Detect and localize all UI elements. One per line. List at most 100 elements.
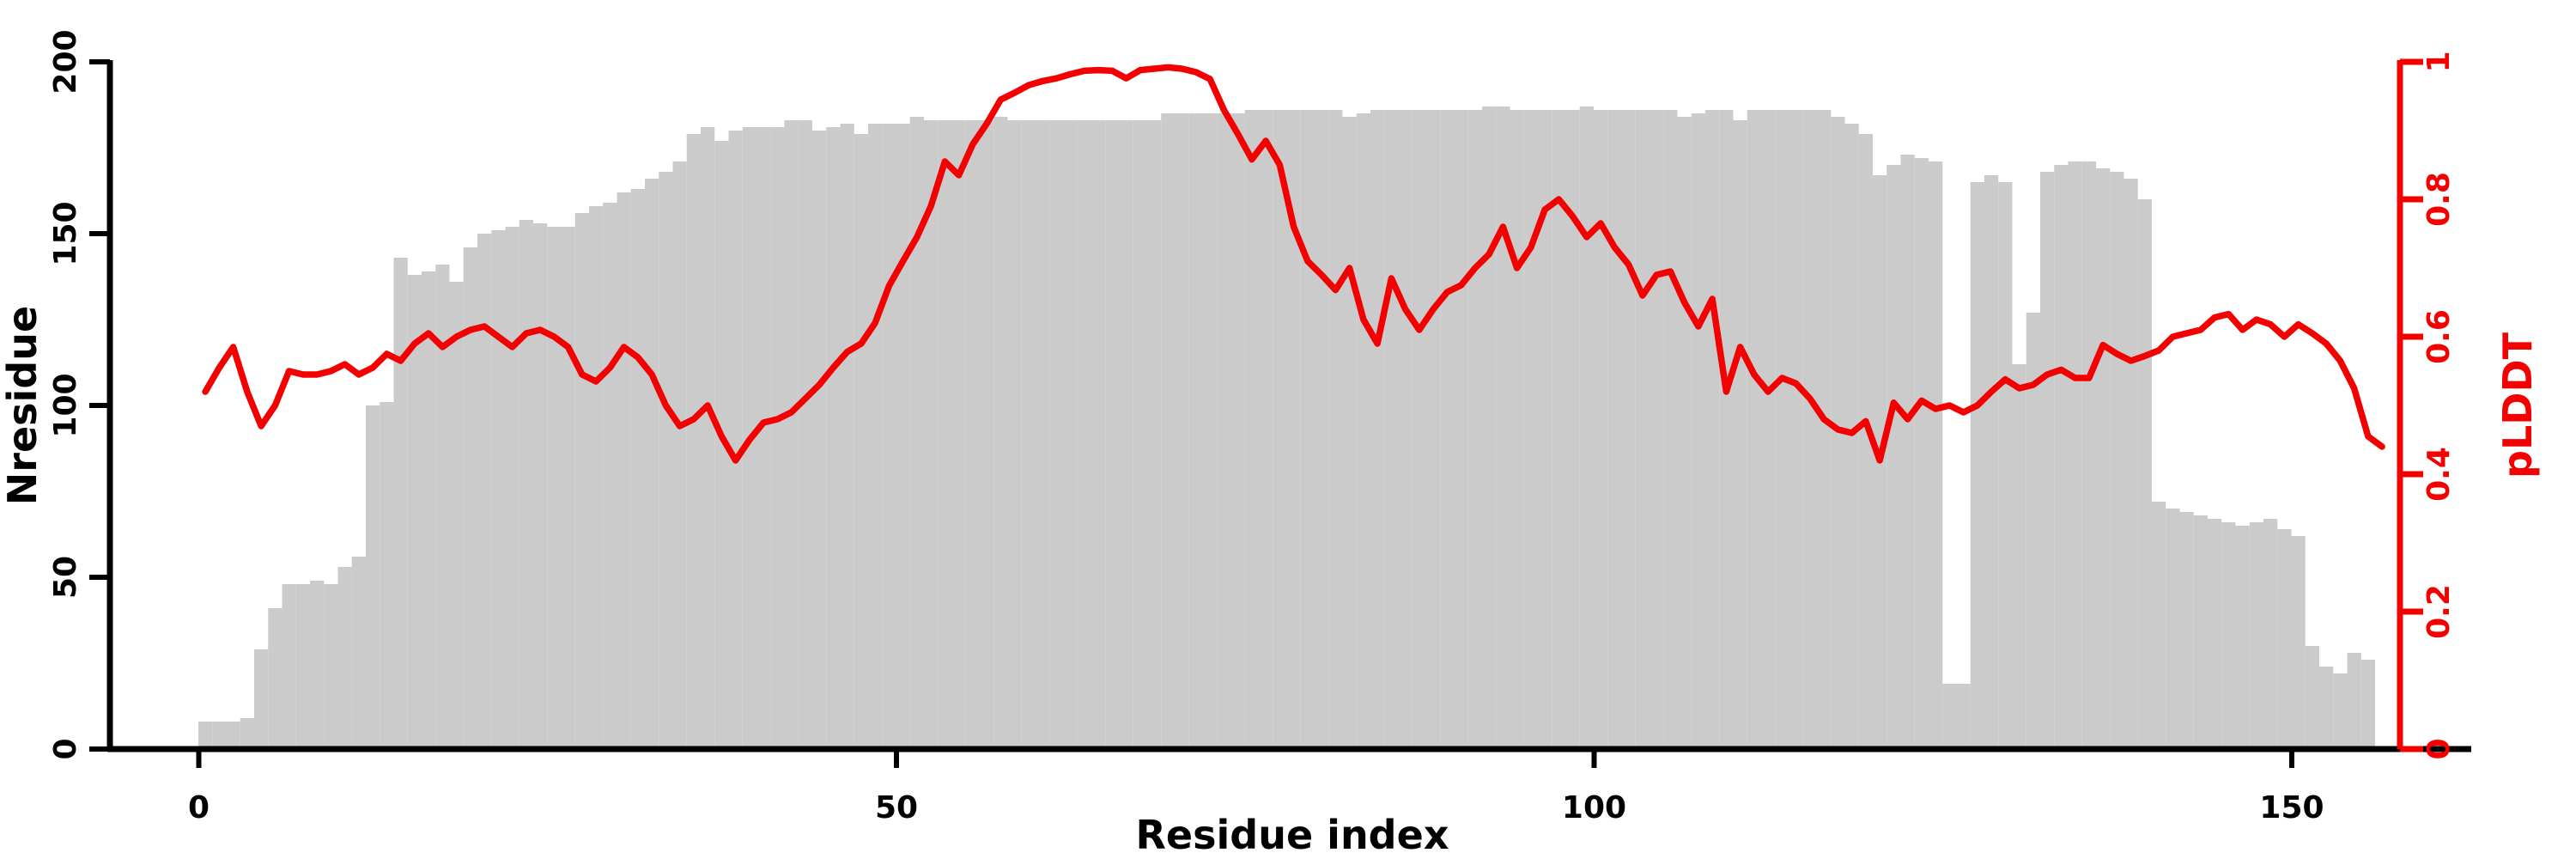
bar	[2221, 522, 2236, 749]
bar	[2249, 522, 2263, 749]
right-tick-label: 0	[2421, 738, 2457, 759]
bar	[2179, 512, 2194, 749]
bar	[407, 275, 422, 749]
bar	[672, 161, 687, 749]
bar	[728, 131, 743, 749]
bar	[1649, 110, 1664, 749]
bar	[2110, 172, 2124, 749]
x-axis-title: Residue index	[1136, 812, 1449, 858]
bar	[547, 227, 562, 749]
bar	[477, 234, 492, 749]
right-tick-label: 0.2	[2421, 584, 2457, 639]
bar	[1203, 113, 1218, 749]
bar	[1370, 110, 1385, 749]
bar	[1607, 110, 1622, 749]
bar	[2208, 519, 2222, 749]
bar	[1621, 110, 1636, 749]
bar	[2054, 165, 2069, 749]
bar	[505, 227, 519, 749]
bar	[1091, 120, 1106, 749]
bar	[1552, 110, 1566, 749]
bar	[714, 141, 729, 749]
bar	[2347, 653, 2361, 749]
bar	[449, 282, 464, 749]
bar	[2263, 519, 2278, 749]
bar	[1761, 110, 1776, 749]
bar	[938, 120, 952, 749]
bar	[1538, 110, 1552, 749]
bar	[701, 127, 715, 749]
bar	[1328, 110, 1343, 749]
bar	[1929, 161, 1943, 749]
bar	[1412, 110, 1426, 749]
bar	[909, 117, 924, 749]
bar	[2152, 502, 2166, 749]
bar	[1914, 158, 1929, 749]
plddt-line-group	[202, 64, 2385, 464]
bar	[351, 557, 366, 749]
bar	[659, 172, 673, 749]
bar	[1175, 113, 1189, 749]
bar	[812, 131, 827, 749]
bar	[2333, 673, 2348, 749]
bar	[993, 117, 1008, 749]
bar	[1342, 117, 1357, 749]
bar	[1315, 110, 1329, 749]
bar	[1398, 110, 1413, 749]
bar	[882, 124, 896, 749]
bar	[2291, 536, 2306, 749]
bar	[1691, 113, 1705, 749]
bar	[2026, 313, 2040, 749]
bar	[561, 227, 575, 749]
bar	[240, 718, 254, 749]
bar	[1188, 113, 1203, 749]
bar	[589, 206, 604, 749]
bar	[393, 258, 408, 749]
bar	[1844, 124, 1859, 749]
bar	[1454, 110, 1468, 749]
bar	[784, 120, 799, 749]
bar	[2305, 646, 2319, 749]
bar	[1286, 110, 1301, 749]
bar	[1119, 120, 1133, 749]
bar	[1273, 110, 1287, 749]
bar	[1021, 120, 1036, 749]
bar	[617, 192, 631, 749]
bar	[854, 134, 868, 749]
bar	[422, 271, 436, 749]
bar	[603, 203, 617, 749]
bar	[1230, 113, 1245, 749]
bar	[2081, 161, 2096, 749]
right-tick-label: 0.8	[2421, 172, 2457, 227]
bar	[1523, 110, 1538, 749]
bar	[366, 405, 380, 749]
bar	[212, 722, 227, 749]
bar	[533, 223, 548, 749]
bar	[491, 230, 506, 749]
bar	[2040, 172, 2055, 749]
bar	[519, 220, 533, 749]
bar	[1036, 120, 1050, 749]
bar	[435, 265, 450, 749]
bar	[2012, 364, 2026, 749]
nresidue-bars	[198, 107, 2375, 749]
bar	[868, 124, 883, 749]
bar	[1817, 110, 1832, 749]
bar	[1356, 113, 1370, 749]
bar	[324, 584, 338, 749]
bar	[1594, 110, 1608, 749]
bar	[1733, 120, 1747, 749]
bar	[1161, 113, 1176, 749]
left-tick-label: 200	[48, 29, 83, 94]
bar	[1635, 110, 1649, 749]
right-tick-label: 0.4	[2421, 447, 2457, 502]
bar	[630, 189, 645, 749]
bar	[1677, 117, 1692, 749]
bar	[2360, 660, 2375, 749]
bar	[1440, 110, 1455, 749]
bar	[924, 120, 939, 749]
x-tick-label: 50	[875, 790, 918, 825]
bar	[686, 134, 701, 749]
bar	[1719, 110, 1734, 749]
